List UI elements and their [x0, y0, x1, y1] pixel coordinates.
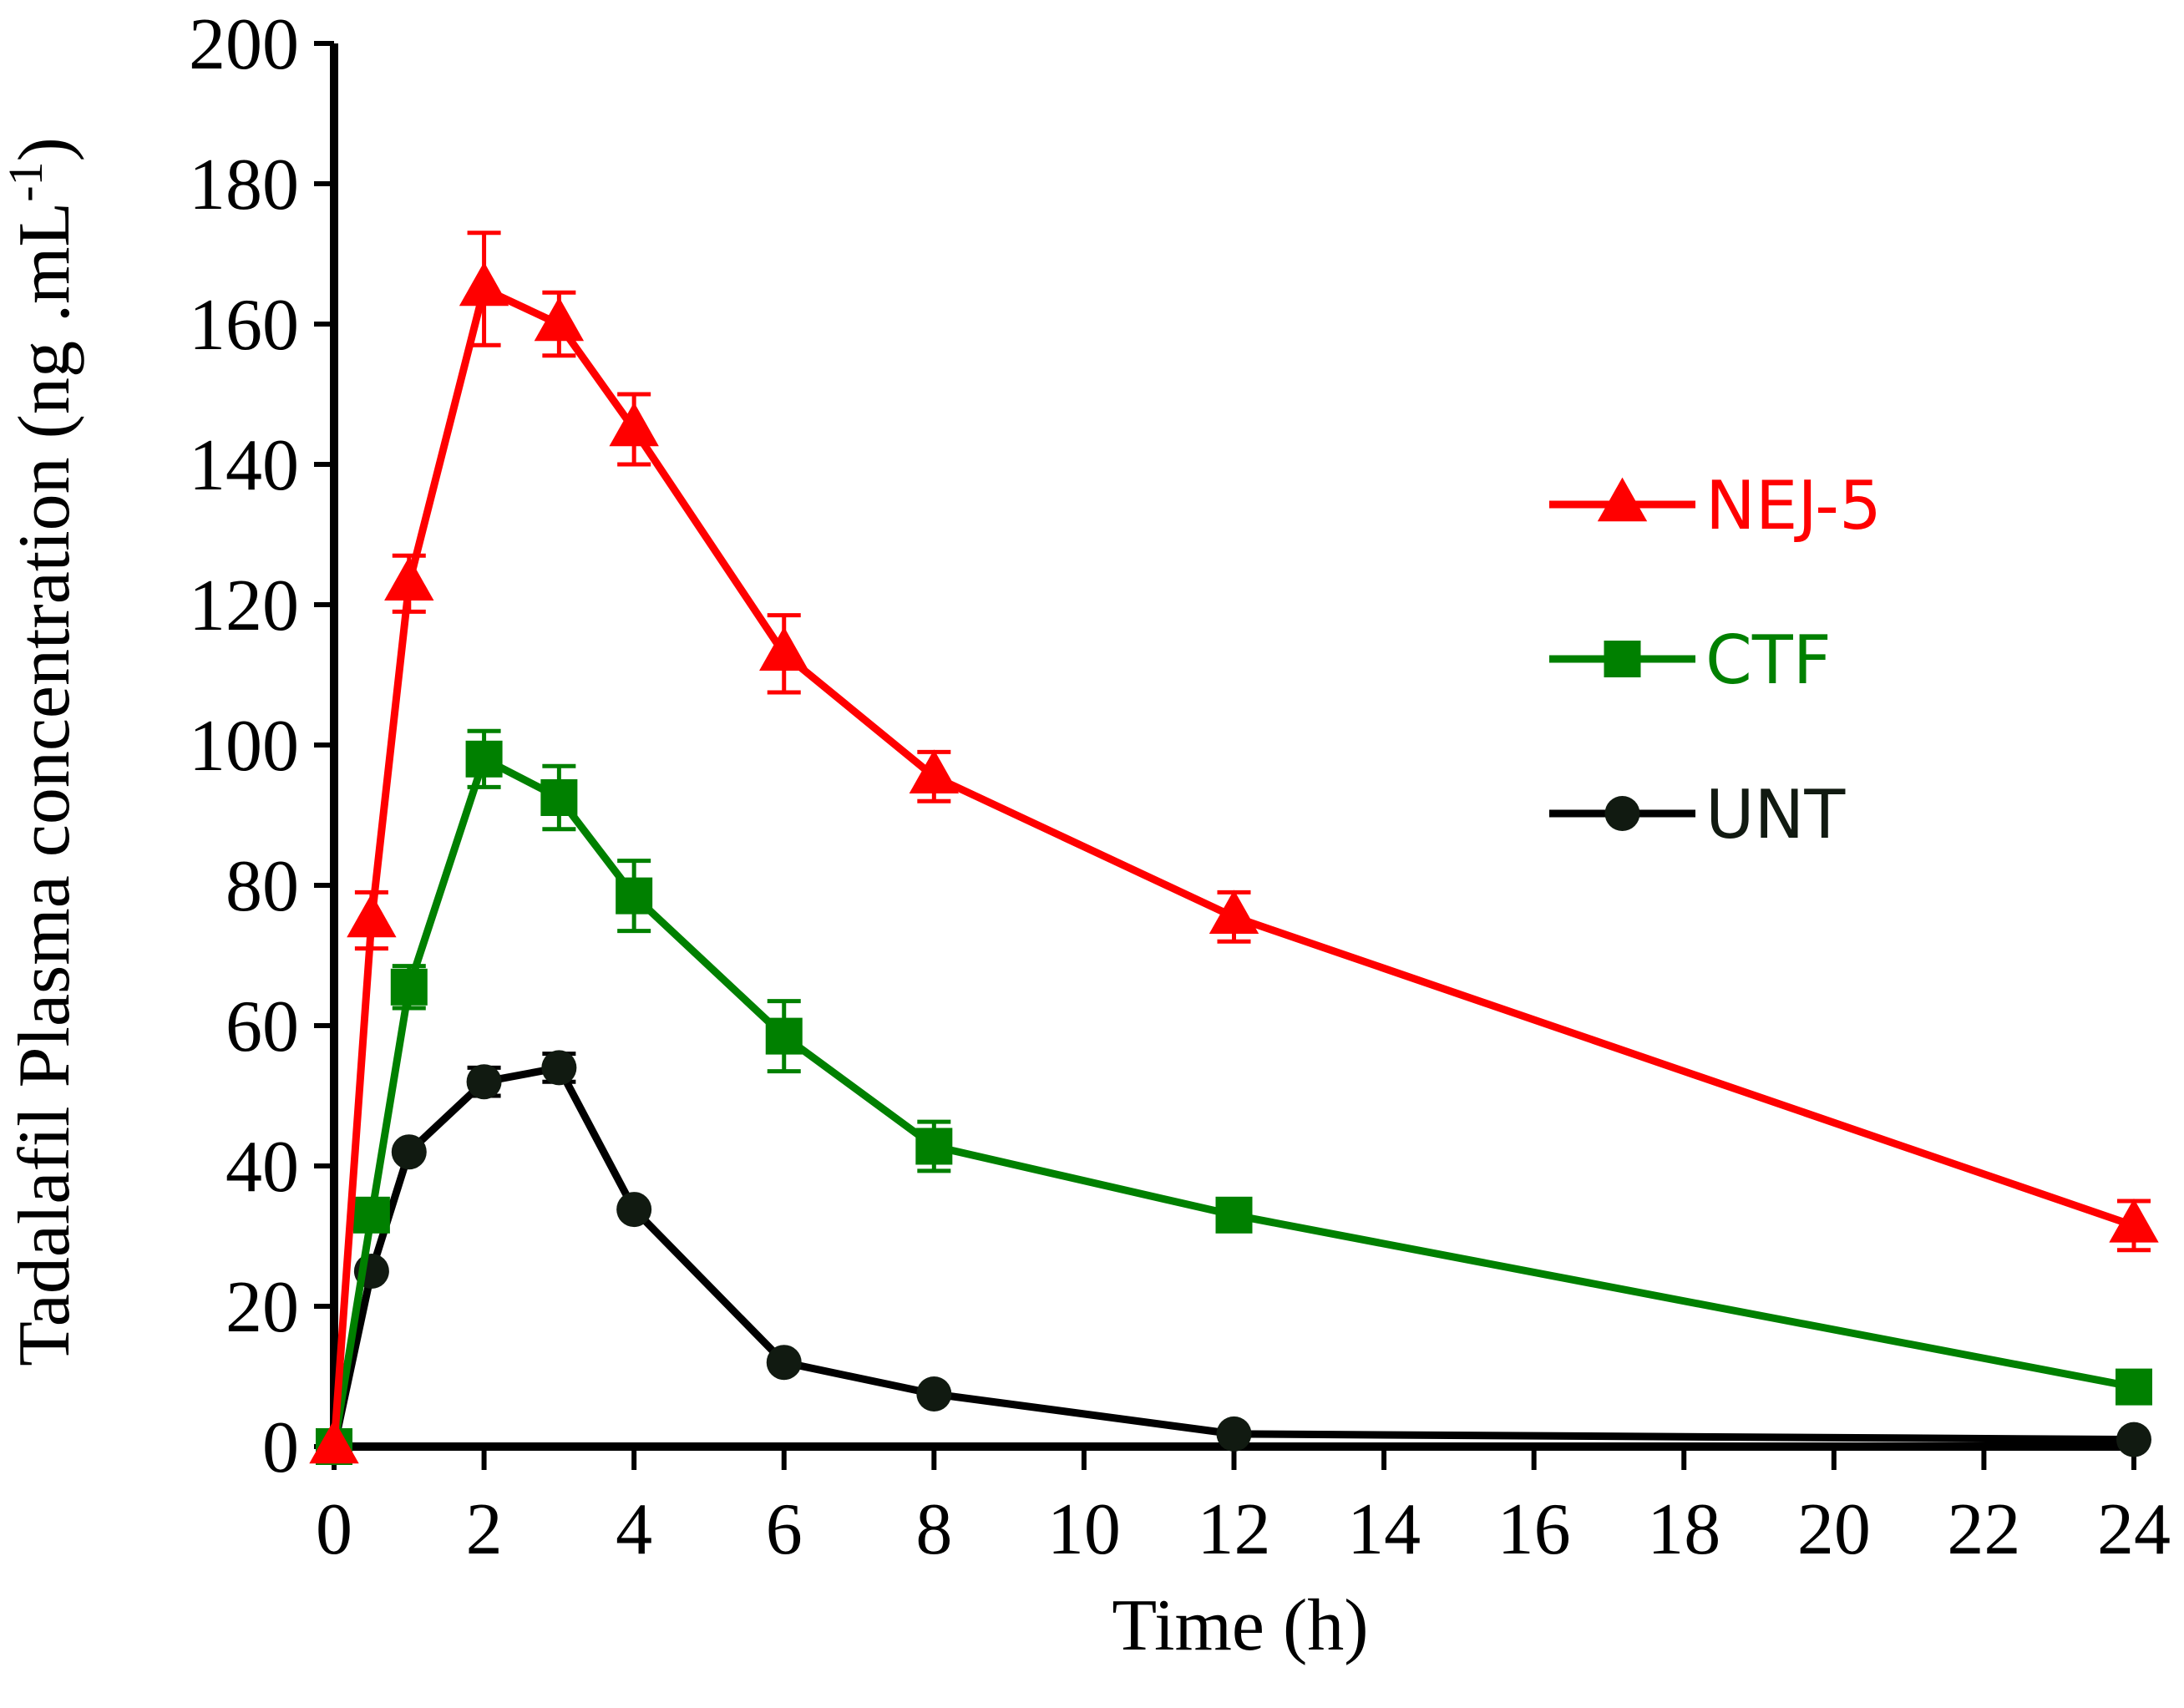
legend-item-nej-5: NEJ-5 — [1549, 467, 1882, 545]
x-tick-label: 24 — [2097, 1489, 2171, 1570]
y-tick-label: 160 — [189, 285, 299, 366]
y-axis-title-superscript: -1 — [0, 161, 53, 201]
legend-item-ctf: CTF — [1549, 621, 1832, 699]
data-point-nej-5 — [609, 402, 659, 447]
x-tick-label: 4 — [616, 1489, 652, 1570]
data-point-ctf — [352, 1196, 390, 1234]
data-point-unt — [466, 1064, 502, 1100]
data-point-unt — [391, 1134, 427, 1170]
y-axis-title-main: Tadalafil Plasma concentration (ng .mL — [4, 202, 85, 1366]
y-tick-label: 100 — [189, 706, 299, 787]
x-tick-label: 20 — [1797, 1489, 1871, 1570]
series-layer — [309, 231, 2159, 1465]
legend-item-unt: UNT — [1549, 776, 1846, 854]
data-point-ctf — [1215, 1196, 1253, 1234]
legend: NEJ-5 CTF UNT — [1549, 467, 1882, 854]
data-point-nej-5 — [759, 626, 809, 672]
data-point-nej-5 — [309, 1419, 359, 1464]
y-tick-label: 180 — [189, 144, 299, 226]
series-unt — [317, 1050, 2151, 1464]
data-point-ctf — [2116, 1368, 2152, 1406]
y-tick-label: 80 — [225, 846, 299, 927]
data-point-ctf — [915, 1128, 953, 1165]
data-point-unt — [916, 1376, 952, 1412]
data-point-ctf — [765, 1017, 803, 1055]
x-tick-label: 18 — [1647, 1489, 1720, 1570]
series-line-unt — [330, 1063, 2135, 1447]
data-point-nej-5 — [384, 556, 434, 601]
data-point-ctf — [540, 779, 578, 816]
data-point-ctf — [616, 877, 653, 915]
legend-label-nej-5: NEJ-5 — [1705, 467, 1882, 545]
legend-label-unt: UNT — [1705, 776, 1846, 854]
y-tick-label: 120 — [189, 565, 299, 646]
data-point-unt — [1216, 1416, 1252, 1452]
data-point-unt — [766, 1345, 802, 1381]
data-point-unt — [541, 1050, 577, 1086]
x-axis-title: Time (h) — [1112, 1585, 1368, 1666]
data-point-unt — [2116, 1422, 2151, 1457]
legend-label-ctf: CTF — [1705, 621, 1832, 699]
data-point-ctf — [465, 740, 503, 778]
x-tick-label: 14 — [1347, 1489, 1421, 1570]
y-axis-title: Tadalafil Plasma concentration (ng .mL-1… — [0, 137, 85, 1366]
series-ctf — [316, 728, 2152, 1465]
legend-marker-nej-5 — [1597, 477, 1648, 522]
data-point-nej-5 — [2109, 1199, 2159, 1243]
data-point-nej-5 — [534, 296, 585, 342]
y-tick-label: 20 — [225, 1267, 299, 1348]
y-tick-label: 200 — [189, 4, 299, 85]
y-tick-label: 140 — [189, 425, 299, 506]
y-axis-title-close: ) — [4, 137, 85, 161]
data-point-unt — [616, 1192, 652, 1228]
x-tick-label: 0 — [316, 1489, 352, 1570]
data-point-nej-5 — [459, 261, 509, 307]
y-tick-label: 60 — [225, 986, 299, 1067]
series-line-nej-5 — [330, 285, 2136, 1447]
series-nej-5 — [309, 231, 2159, 1464]
y-tick-label: 40 — [225, 1127, 299, 1208]
x-tick-label: 6 — [766, 1489, 803, 1570]
data-point-nej-5 — [909, 749, 960, 794]
data-point-ctf — [390, 968, 428, 1006]
data-point-nej-5 — [1209, 889, 1259, 935]
series-line-ctf — [330, 755, 2135, 1447]
x-tick-label: 8 — [915, 1489, 952, 1570]
legend-marker-ctf — [1604, 641, 1641, 677]
legend-marker-unt — [1604, 796, 1640, 831]
x-tick-label: 2 — [466, 1489, 503, 1570]
x-tick-label: 10 — [1047, 1489, 1121, 1570]
data-point-nej-5 — [347, 893, 397, 938]
x-tick-label: 22 — [1947, 1489, 2020, 1570]
y-tick-label: 0 — [262, 1407, 299, 1488]
x-tick-label: 12 — [1198, 1489, 1271, 1570]
x-tick-label: 16 — [1497, 1489, 1571, 1570]
